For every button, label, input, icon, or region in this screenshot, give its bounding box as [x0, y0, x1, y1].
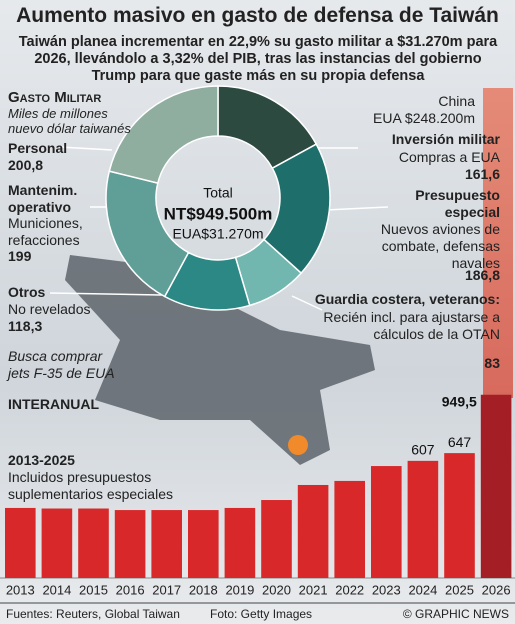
segment-name: Otros	[8, 284, 46, 300]
x-tick-label: 2015	[79, 582, 108, 597]
segment-name: Guardia costera, veteranos:	[314, 291, 500, 307]
bar	[224, 507, 256, 578]
segment-desc: Nuevos aviones de combate, defensas nava…	[380, 221, 500, 271]
segment-value: 161,6	[464, 166, 500, 182]
bar	[480, 394, 512, 578]
bar	[407, 460, 439, 578]
segment-value: 186,8	[464, 267, 500, 283]
center-label: Total	[203, 185, 233, 201]
china-bar	[483, 88, 513, 398]
annotation: EUA $248.200m	[373, 110, 475, 126]
x-tick-label: 2020	[262, 582, 291, 597]
bar	[114, 510, 146, 578]
leader	[325, 206, 389, 211]
bar-title: INTERANUAL	[8, 396, 99, 412]
bar	[444, 453, 475, 578]
segment-value: 118,3	[8, 318, 43, 334]
segment-name: Mantenim. operativo	[8, 182, 78, 215]
value-label: 607	[411, 442, 435, 458]
segment-desc: Compras a EUA	[398, 149, 500, 165]
x-tick-label: 2023	[372, 582, 401, 597]
value-label: 647	[448, 434, 472, 450]
bar	[41, 508, 73, 578]
center-label: NT$949.500m	[164, 204, 273, 223]
x-tick-label: 2019	[225, 582, 254, 597]
center-label: EUA$31.270m	[172, 226, 263, 242]
subtitle: Taiwán planea incrementar en 22,9% su ga…	[18, 34, 498, 84]
bar-note: Incluidos presupuestos suplementarios es…	[8, 469, 173, 502]
x-tick-label: 2013	[6, 582, 35, 597]
bar	[151, 510, 182, 578]
bar	[261, 500, 292, 578]
segment-desc: No revelados	[8, 301, 91, 317]
bar	[188, 510, 219, 578]
source: Fuentes: Reuters, Global Taiwan	[6, 607, 180, 621]
title: Aumento masivo en gasto de defensa de Ta…	[16, 4, 499, 27]
bar	[371, 466, 402, 578]
segment-name: Presupuesto especial	[415, 187, 500, 220]
value-label: 949,5	[442, 393, 477, 409]
bar	[334, 480, 365, 578]
annotation: China	[438, 93, 475, 109]
segment-desc: Recién incl. para ajustarse a cálculos d…	[323, 309, 500, 342]
x-tick-label: 2024	[408, 582, 437, 597]
donut-segment	[108, 85, 219, 185]
leader	[291, 295, 323, 311]
x-tick-label: 2016	[116, 582, 145, 597]
bar-subtitle: 2013-2025	[8, 452, 75, 468]
x-tick-label: 2025	[445, 582, 474, 597]
x-tick-label: 2021	[299, 582, 328, 597]
x-tick-label: 2017	[152, 582, 181, 597]
photo-credit: Foto: Getty Images	[210, 607, 313, 621]
credit: © GRAPHIC NEWS	[402, 607, 509, 621]
donut-subtitle: Miles de millones nuevo dólar taiwanés	[8, 106, 131, 136]
segment-value: 199	[8, 248, 32, 264]
bar	[297, 484, 329, 578]
x-tick-label: 2018	[189, 582, 218, 597]
segment-value: 83	[484, 355, 500, 371]
annotation: Busca comprar jets F-35 de EUA	[8, 348, 115, 381]
bar	[78, 508, 109, 578]
bar	[5, 507, 36, 578]
segment-value: 200,8	[8, 157, 44, 173]
segment-name: Personal	[8, 140, 68, 156]
jet-exhaust	[288, 435, 308, 455]
x-tick-label: 2014	[42, 582, 71, 597]
segment-name: Inversión militar	[391, 131, 500, 147]
leader	[59, 146, 113, 151]
segment-desc: Municiones, refacciones	[8, 215, 83, 248]
jet-photo	[65, 255, 375, 465]
x-tick-label: 2022	[335, 582, 364, 597]
x-tick-label: 2026	[482, 582, 511, 597]
donut-title: Gasto Militar	[8, 89, 102, 106]
